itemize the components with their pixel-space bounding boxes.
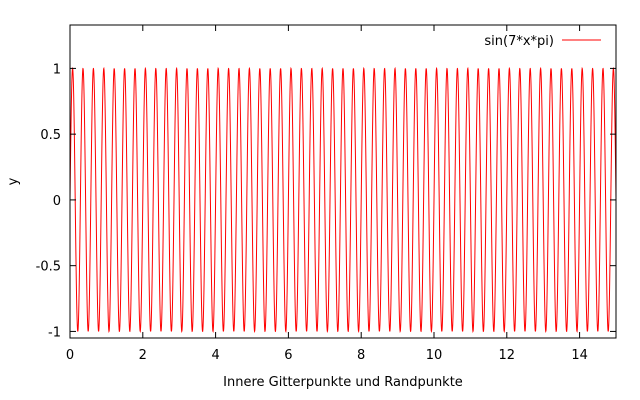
x-tick-label: 6 (284, 348, 292, 363)
y-tick-label: -1 (48, 325, 61, 340)
y-tick-label: 0.5 (40, 128, 61, 143)
ticks-layer: 0 2 4 6 8 10 12 14 -1 -0.5 0 0.5 1 (36, 25, 616, 363)
x-tick-label: 14 (571, 348, 588, 363)
y-axis-label: y (6, 177, 21, 185)
y-tick-label: 1 (53, 62, 61, 77)
legend: sin(7*x*pi) (484, 34, 601, 49)
x-tick-label: 8 (357, 348, 365, 363)
y-tick-label: 0 (53, 194, 61, 209)
x-tick-label: 12 (499, 348, 516, 363)
x-tick-label: 10 (426, 348, 443, 363)
y-tick-label: -0.5 (36, 260, 61, 275)
series-line-0 (69, 66, 617, 333)
legend-label: sin(7*x*pi) (484, 34, 554, 49)
plot-layer (69, 66, 617, 333)
x-tick-label: 4 (211, 348, 219, 363)
x-tick-label: 0 (66, 348, 74, 363)
x-axis-label: Innere Gitterpunkte und Randpunkte (223, 375, 463, 390)
x-tick-label: 2 (139, 348, 147, 363)
plot-frame (69, 24, 617, 339)
